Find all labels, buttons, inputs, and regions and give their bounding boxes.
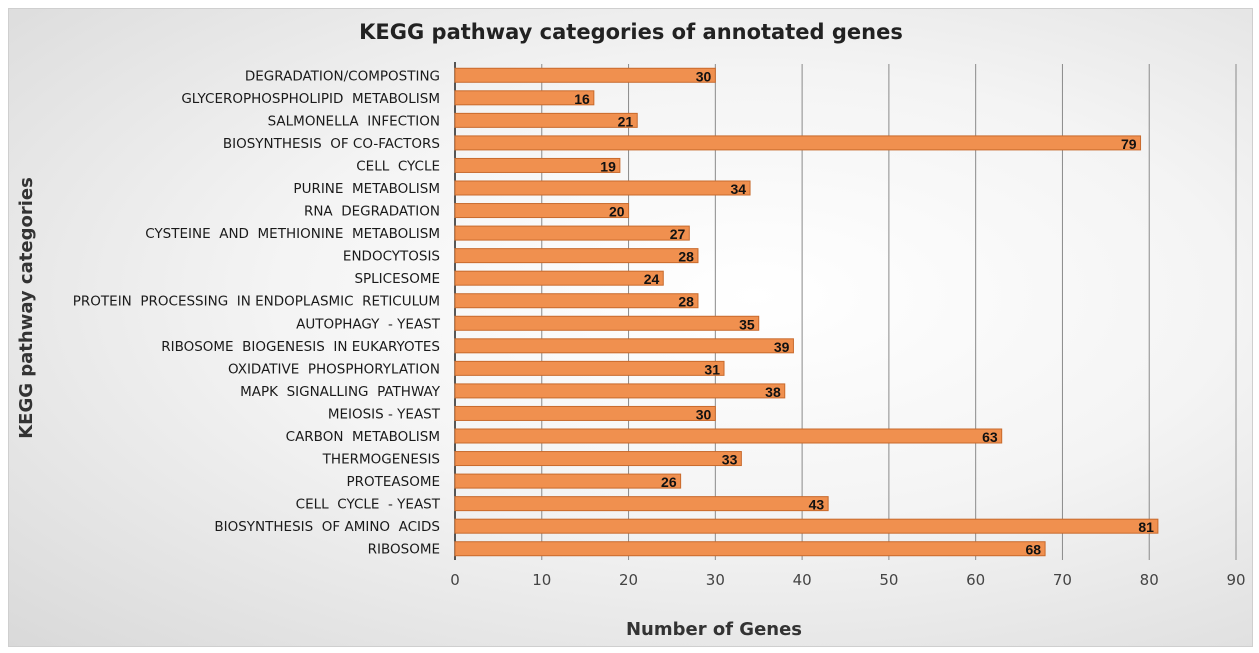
bar [454, 67, 716, 83]
category-labels: DEGRADATION/COMPOSTING GLYCEROPHOSPHOLIPI… [73, 68, 441, 557]
category-label: CELL CYCLE [356, 158, 440, 174]
y-axis-title: KEGG pathway categories [16, 177, 37, 439]
data-label: 34 [730, 181, 746, 197]
x-tick-label: 90 [1226, 571, 1245, 589]
bar [454, 293, 699, 309]
category-label: SALMONELLA INFECTION [268, 113, 440, 129]
bar [454, 383, 786, 399]
data-label: 28 [678, 249, 694, 265]
category-label: RIBOSOME [368, 542, 440, 558]
bar [454, 180, 751, 196]
bar [454, 90, 595, 106]
data-label: 35 [739, 316, 755, 332]
bar [454, 315, 760, 331]
bar [454, 203, 630, 219]
data-label: 43 [809, 497, 825, 513]
bar [454, 157, 621, 173]
x-tick-label: 60 [966, 571, 985, 589]
bar [454, 473, 682, 489]
bar [454, 451, 742, 467]
bar [454, 225, 690, 241]
bar [454, 360, 725, 376]
x-tick-label: 80 [1140, 571, 1159, 589]
category-label: SPLICESOME [354, 271, 440, 287]
category-label: MAPK SIGNALLING PATHWAY [240, 384, 441, 400]
data-label: 81 [1138, 519, 1154, 535]
category-label: THERMOGENESIS [322, 452, 440, 468]
x-tick-label: 0 [450, 571, 460, 589]
x-tick-label: 50 [879, 571, 898, 589]
bar [454, 112, 638, 128]
data-label: 24 [644, 271, 660, 287]
data-label: 27 [670, 226, 686, 242]
bar [454, 248, 699, 264]
data-label: 20 [609, 204, 625, 220]
data-label: 19 [600, 158, 616, 174]
x-tick-label: 20 [619, 571, 638, 589]
category-label: PURINE METABOLISM [293, 181, 440, 197]
data-labels: 30 16 21 79 19 34 20 27 28 24 28 35 39 31 38 30 63 33 26 43… [574, 68, 1154, 557]
bars [454, 67, 1159, 557]
category-label: MEIOSIS - YEAST [328, 406, 441, 422]
category-label: GLYCEROPHOSPHOLIPID METABOLISM [181, 91, 440, 107]
bar [454, 135, 1142, 151]
category-label: ENDOCYTOSIS [343, 249, 440, 265]
category-label: CYSTEINE AND METHIONINE METABOLISM [145, 226, 440, 242]
bar [454, 518, 1159, 534]
category-label: RNA DEGRADATION [304, 204, 440, 220]
category-label: DEGRADATION/COMPOSTING [245, 68, 440, 84]
data-label: 26 [661, 474, 677, 490]
data-label: 38 [765, 384, 781, 400]
bar [454, 405, 716, 421]
category-label: BIOSYNTHESIS OF AMINO ACIDS [214, 519, 440, 535]
category-label: BIOSYNTHESIS OF CO-FACTORS [223, 136, 440, 152]
x-axis-title: Number of Genes [626, 619, 802, 640]
category-label: RIBOSOME BIOGENESIS IN EUKARYOTES [161, 339, 440, 355]
category-label: CELL CYCLE - YEAST [296, 497, 441, 513]
data-label: 31 [704, 361, 720, 377]
x-tick-label: 40 [793, 571, 812, 589]
category-label: PROTEASOME [346, 474, 440, 490]
data-label: 63 [982, 429, 998, 445]
data-label: 16 [574, 91, 590, 107]
bar [454, 496, 829, 512]
x-tick-label: 10 [532, 571, 551, 589]
data-label: 30 [696, 406, 712, 422]
data-label: 28 [678, 294, 694, 310]
chart-title: KEGG pathway categories of annotated gen… [359, 20, 903, 44]
data-label: 68 [1026, 542, 1042, 558]
bar [454, 338, 794, 354]
data-label: 21 [618, 113, 634, 129]
x-tick-labels: 0 10 20 30 40 50 60 70 80 90 [450, 571, 1245, 589]
x-tick-label: 70 [1053, 571, 1072, 589]
data-label: 79 [1121, 136, 1137, 152]
bar [454, 428, 1003, 444]
data-label: 30 [696, 68, 712, 84]
x-tick-label: 30 [706, 571, 725, 589]
data-label: 39 [774, 339, 790, 355]
bar [454, 541, 1046, 557]
bar [454, 270, 664, 286]
data-label: 33 [722, 452, 738, 468]
category-label: AUTOPHAGY - YEAST [296, 316, 441, 332]
category-label: OXIDATIVE PHOSPHORYLATION [228, 361, 440, 377]
category-label: CARBON METABOLISM [286, 429, 440, 445]
category-label: PROTEIN PROCESSING IN ENDOPLASMIC RETICU… [73, 294, 440, 310]
